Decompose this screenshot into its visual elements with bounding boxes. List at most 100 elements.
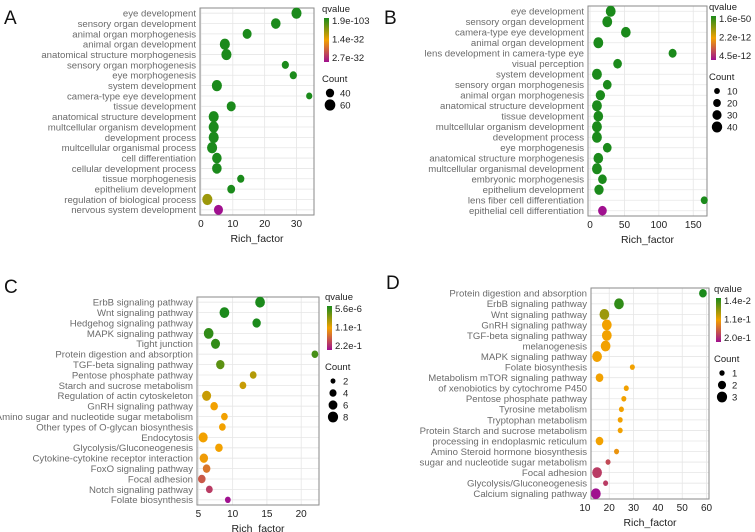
term-label: animal organ development	[83, 40, 196, 51]
x-axis-title: Rich_factor	[621, 234, 675, 246]
term-label: anatomical structure morphogenesis	[429, 154, 584, 165]
data-point	[208, 131, 219, 143]
data-point	[592, 467, 602, 479]
term-label: TGF-beta signaling pathway	[73, 360, 193, 371]
data-point	[306, 92, 313, 100]
data-point	[623, 385, 629, 392]
data-point	[595, 90, 606, 101]
data-point	[210, 338, 221, 349]
term-label: nervous system development	[71, 205, 196, 216]
data-point	[221, 412, 228, 421]
color-legend-label: 1.1e-1	[335, 323, 362, 334]
data-point	[629, 364, 635, 370]
term-label: ErbB signaling pathway	[93, 298, 193, 309]
plot-area	[197, 297, 319, 505]
term-label: anatomical structure morphogenesis	[41, 50, 196, 61]
term-label: regulation of biological process	[64, 195, 196, 206]
x-tick-label: 15	[261, 509, 273, 520]
data-point	[614, 448, 620, 455]
x-tick-label: 30	[291, 219, 303, 230]
term-label: tissue development	[113, 102, 196, 113]
term-label: melanogenesis	[522, 341, 587, 352]
x-tick-label: 60	[701, 503, 713, 514]
panel-letter: A	[4, 8, 17, 29]
term-label: Folate biosynthesis	[505, 363, 587, 374]
data-point	[237, 174, 245, 183]
plot-frame	[587, 5, 708, 217]
data-point	[598, 205, 607, 216]
data-point	[212, 163, 222, 174]
term-label: Pentose phosphate pathway	[466, 394, 587, 405]
term-label: eye development	[123, 9, 196, 20]
x-axis-title: Rich_factor	[230, 233, 284, 245]
color-legend-label: 2.0e-1	[724, 333, 751, 344]
term-label: system development	[496, 70, 584, 81]
term-label: Protein Starch and sucrose metabolism	[420, 426, 587, 437]
x-tick-label: 20	[259, 219, 271, 230]
x-tick-label: 50	[619, 220, 631, 231]
data-point	[614, 298, 624, 310]
size-legend-label: 30	[727, 111, 738, 122]
term-label: camera-type eye development	[67, 91, 196, 102]
data-point	[602, 79, 612, 90]
data-point	[601, 319, 612, 331]
size-legend-dot	[717, 380, 727, 390]
data-point	[595, 436, 604, 446]
size-legend-label: 6	[343, 401, 348, 412]
size-legend-title: Count	[714, 354, 740, 365]
term-label: sensory organ morphogenesis	[67, 60, 196, 71]
term-label: anatomical structure development	[52, 112, 196, 123]
term-label: Other types of O-glycan biosynthesis	[36, 422, 193, 433]
data-point	[208, 121, 219, 133]
size-legend-label: 40	[340, 89, 351, 100]
data-point	[271, 18, 281, 29]
term-label: Calcium signaling pathway	[473, 489, 587, 500]
x-tick-label: 10	[227, 219, 239, 230]
term-label: sugar and nucleotide sugar metabolism	[420, 457, 587, 468]
term-label: anatomical structure development	[440, 101, 584, 112]
color-legend-label: 5.6e-6	[335, 304, 362, 315]
data-point	[239, 381, 247, 390]
data-point	[617, 427, 623, 434]
data-point	[202, 390, 212, 401]
x-tick-label: 10	[227, 509, 239, 520]
data-point	[205, 485, 213, 494]
term-label: Tyrosine metabolism	[499, 405, 587, 416]
term-label: sensory organ development	[78, 19, 197, 30]
term-label: MAPK signaling pathway	[87, 329, 193, 340]
data-point	[592, 121, 602, 133]
data-point	[219, 307, 230, 318]
data-point	[593, 110, 604, 122]
x-tick-label: 10	[579, 503, 591, 514]
size-legend-label: 1	[732, 369, 737, 380]
x-tick-label: 30	[628, 503, 640, 514]
data-point	[594, 184, 604, 195]
term-label: of xenobiotics by cytochrome P450	[438, 384, 587, 395]
plot-area	[591, 288, 709, 499]
color-legend-title: qvalue	[709, 2, 737, 13]
data-point	[598, 174, 607, 185]
size-legend-label: 10	[727, 87, 738, 98]
term-label: epithelium development	[483, 185, 585, 196]
size-legend-title: Count	[325, 362, 351, 373]
term-label: Focal adhesion	[522, 468, 587, 479]
term-label: sensory organ development	[466, 17, 585, 28]
size-legend-dot	[330, 378, 336, 384]
data-point	[249, 371, 257, 379]
panel-letter: C	[4, 277, 18, 298]
data-point	[216, 359, 225, 370]
size-legend-label: 20	[727, 99, 738, 110]
term-label: tissue morphogenesis	[103, 174, 197, 185]
term-label: processing in endoplasmic reticulum	[432, 436, 587, 447]
term-label: ErbB signaling pathway	[487, 299, 587, 310]
term-label: eye morphogenesis	[112, 71, 196, 82]
plot-frame	[590, 287, 710, 500]
data-point	[593, 37, 604, 49]
data-point	[221, 48, 232, 61]
plot-frame	[196, 296, 320, 506]
data-point	[592, 131, 602, 143]
term-label: visual perception	[512, 59, 584, 70]
